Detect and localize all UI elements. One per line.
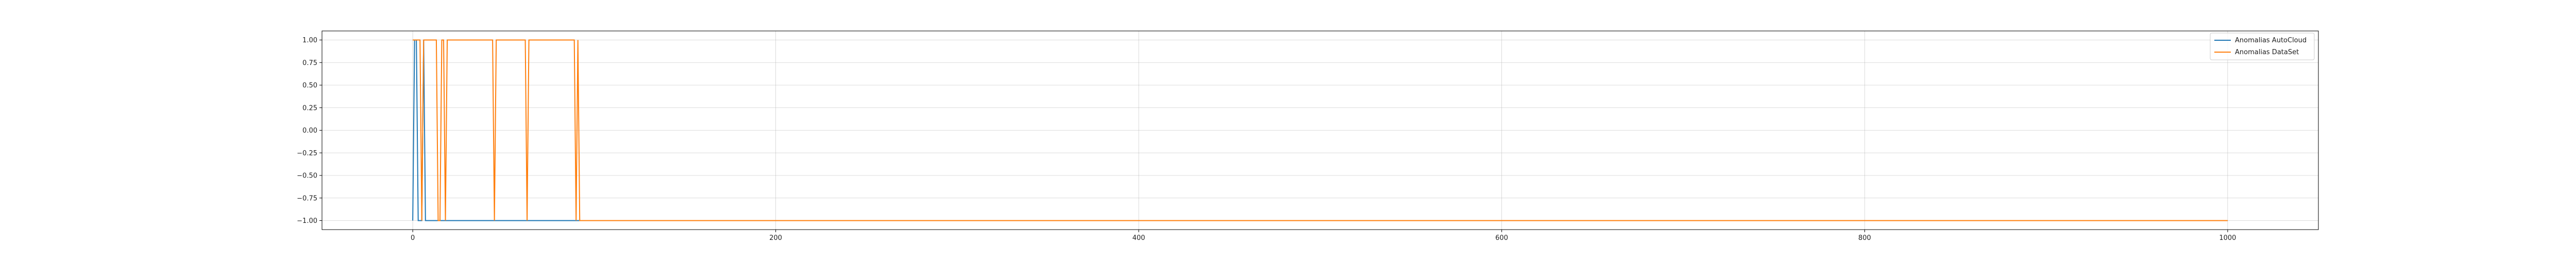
y-tick-label: −1.00 <box>297 217 317 225</box>
y-tick-label: 0.25 <box>302 104 317 112</box>
x-tick-label: 400 <box>1132 234 1145 242</box>
legend-label-autocloud: Anomalias AutoCloud <box>2235 37 2307 44</box>
series-layer <box>412 39 2228 221</box>
y-tick-label: 0.00 <box>302 127 317 135</box>
legend-label-dataset: Anomalias DataSet <box>2235 49 2299 56</box>
y-tick-label: −0.25 <box>297 150 317 157</box>
y-tick-label: 1.00 <box>302 37 317 44</box>
legend: Anomalias AutoCloud Anomalias DataSet <box>2210 33 2315 60</box>
y-axis: 1.00 0.75 0.50 0.25 0.00 −0.25 −0.50 −0.75 −1.00 <box>297 37 322 225</box>
x-tick-label: 0 <box>411 234 415 242</box>
series-line-dataset <box>413 39 2228 221</box>
x-tick-label: 600 <box>1495 234 1508 242</box>
x-axis: 0 200 400 600 800 1000 <box>411 230 2236 242</box>
y-tick-label: 0.75 <box>302 59 317 67</box>
x-tick-label: 1000 <box>2219 234 2236 242</box>
y-tick-label: 0.50 <box>302 82 317 90</box>
x-tick-label: 800 <box>1858 234 1871 242</box>
y-tick-label: −0.50 <box>297 172 317 180</box>
y-tick-label: −0.75 <box>297 195 317 202</box>
x-tick-label: 200 <box>769 234 782 242</box>
legend-box <box>2210 33 2315 60</box>
